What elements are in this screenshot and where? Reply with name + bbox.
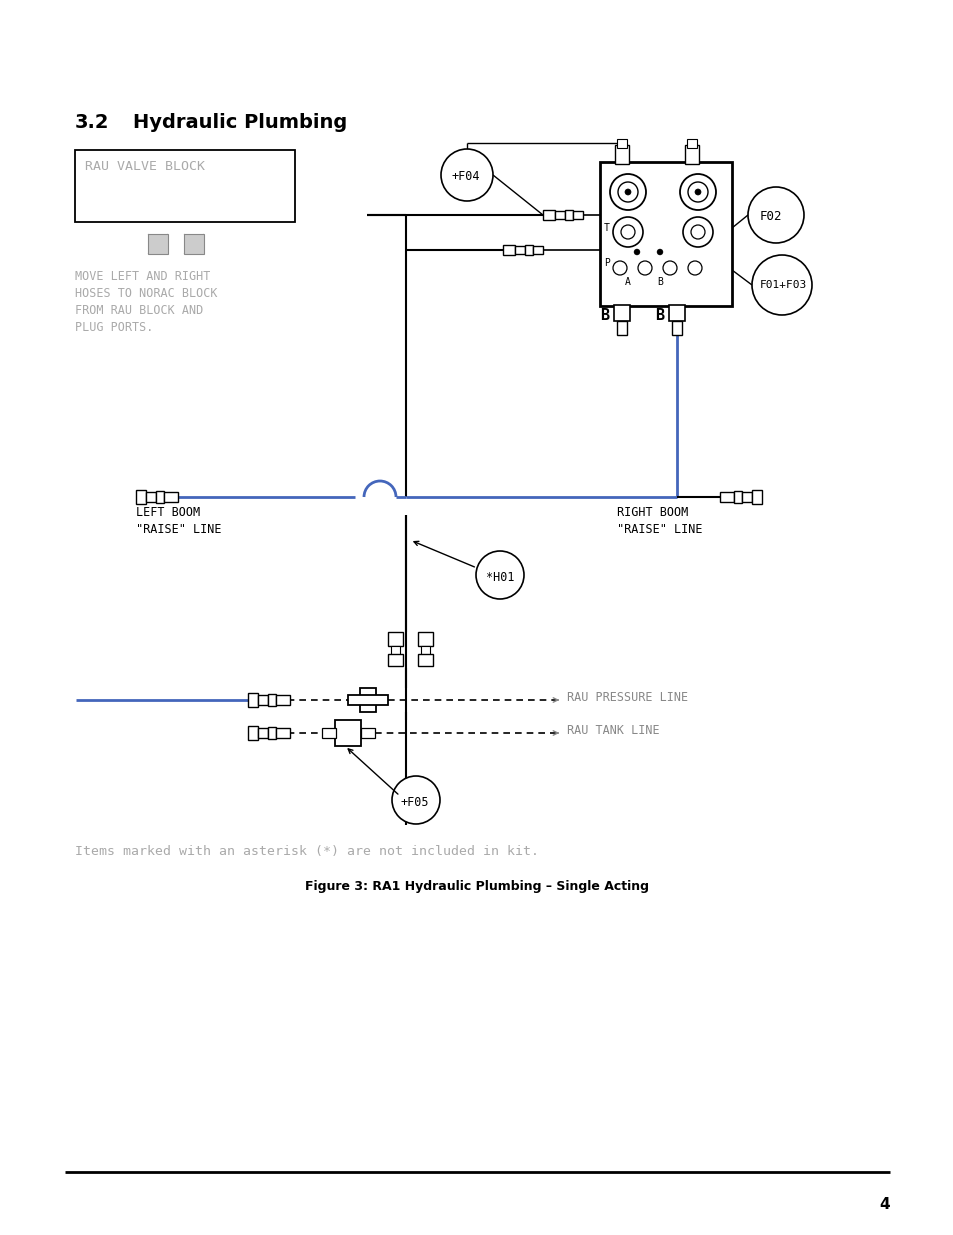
Circle shape [687, 182, 707, 203]
Text: 3.2: 3.2 [75, 112, 110, 132]
Text: HOSES TO NORAC BLOCK: HOSES TO NORAC BLOCK [75, 287, 217, 300]
Bar [335, 720, 360, 746]
Text: RAU VALVE BLOCK: RAU VALVE BLOCK [85, 161, 205, 173]
Bar [614, 305, 629, 321]
Bar [257, 695, 268, 705]
Circle shape [613, 261, 626, 275]
Bar [148, 233, 168, 254]
Bar [733, 492, 741, 503]
Bar [555, 211, 564, 219]
Circle shape [657, 249, 662, 254]
Bar [156, 492, 164, 503]
Bar [257, 727, 268, 739]
Circle shape [392, 776, 439, 824]
Text: Items marked with an asterisk (*) are not included in kit.: Items marked with an asterisk (*) are no… [75, 845, 538, 858]
Bar [322, 727, 335, 739]
Text: "RAISE" LINE: "RAISE" LINE [136, 522, 221, 536]
Circle shape [662, 261, 677, 275]
Bar [599, 162, 731, 306]
Text: LEFT BOOM: LEFT BOOM [136, 506, 200, 519]
Text: F01+F03: F01+F03 [760, 280, 806, 290]
Bar [164, 492, 178, 501]
Circle shape [613, 217, 642, 247]
Text: B: B [655, 308, 663, 324]
Circle shape [638, 261, 651, 275]
Bar [615, 144, 628, 164]
Bar [751, 490, 761, 504]
Text: +F04: +F04 [452, 170, 480, 183]
Text: FROM RAU BLOCK AND: FROM RAU BLOCK AND [75, 304, 203, 317]
Text: +F05: +F05 [400, 797, 429, 809]
Bar [388, 655, 402, 666]
Text: *H01: *H01 [485, 571, 514, 584]
Circle shape [609, 174, 645, 210]
Bar [542, 210, 555, 220]
Bar [136, 490, 146, 504]
Text: RIGHT BOOM: RIGHT BOOM [617, 506, 687, 519]
Bar [720, 492, 733, 501]
Bar [564, 210, 573, 220]
Bar [417, 655, 433, 666]
Text: PLUG PORTS.: PLUG PORTS. [75, 321, 153, 333]
Bar [248, 693, 257, 706]
Bar [502, 245, 515, 254]
Circle shape [747, 186, 803, 243]
Text: MOVE LEFT AND RIGHT: MOVE LEFT AND RIGHT [75, 270, 211, 283]
Circle shape [695, 189, 700, 195]
Bar [524, 245, 533, 254]
Bar [275, 727, 290, 739]
Text: P: P [603, 258, 609, 268]
Bar [360, 727, 375, 739]
Circle shape [618, 182, 638, 203]
Circle shape [751, 254, 811, 315]
Circle shape [682, 217, 712, 247]
Text: RAU TANK LINE: RAU TANK LINE [566, 724, 659, 737]
Text: A: A [624, 277, 630, 287]
Circle shape [690, 225, 704, 240]
Bar [268, 694, 275, 706]
Bar [741, 492, 751, 501]
Bar [359, 688, 375, 713]
Text: RAU PRESSURE LINE: RAU PRESSURE LINE [566, 692, 687, 704]
Bar [515, 246, 524, 254]
Bar [75, 149, 294, 222]
Bar [617, 321, 626, 335]
Circle shape [624, 189, 630, 195]
Bar [686, 140, 697, 148]
Text: B: B [657, 277, 662, 287]
Text: "RAISE" LINE: "RAISE" LINE [617, 522, 701, 536]
Text: B: B [599, 308, 608, 324]
Bar [388, 632, 402, 646]
Circle shape [679, 174, 716, 210]
Bar [184, 233, 204, 254]
Text: Figure 3: RA1 Hydraulic Plumbing – Single Acting: Figure 3: RA1 Hydraulic Plumbing – Singl… [305, 881, 648, 893]
Text: F02: F02 [760, 210, 781, 224]
Circle shape [634, 249, 639, 254]
Text: Hydraulic Plumbing: Hydraulic Plumbing [132, 112, 347, 132]
Circle shape [620, 225, 635, 240]
Bar [684, 144, 699, 164]
Circle shape [476, 551, 523, 599]
Bar [573, 211, 582, 219]
Bar [671, 321, 681, 335]
Bar [420, 646, 430, 655]
Bar [248, 726, 257, 740]
Bar [391, 646, 399, 655]
Circle shape [687, 261, 701, 275]
Text: 4: 4 [879, 1197, 889, 1212]
Bar [146, 492, 156, 501]
Bar [533, 246, 542, 254]
Text: T: T [603, 224, 609, 233]
Bar [275, 695, 290, 705]
Bar [348, 695, 388, 705]
Bar [668, 305, 684, 321]
Circle shape [440, 149, 493, 201]
Bar [417, 632, 433, 646]
Bar [617, 140, 626, 148]
Bar [268, 727, 275, 739]
